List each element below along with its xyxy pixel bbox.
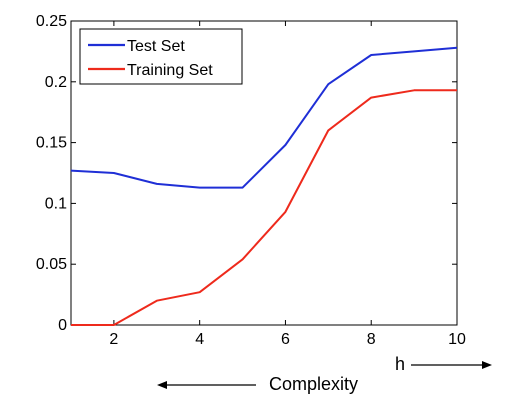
series-layer bbox=[70, 46, 458, 326]
legend: Test Set Training Set bbox=[79, 28, 243, 85]
x-tick-label: 8 bbox=[367, 331, 376, 348]
h-label: h bbox=[395, 354, 405, 374]
y-axis-ticks: 0 0.05 0.1 0.15 0.2 0.25 bbox=[36, 13, 457, 334]
x-tick-label: 4 bbox=[195, 331, 204, 348]
x-tick-label: 10 bbox=[448, 331, 466, 348]
series-line-test-set bbox=[70, 46, 458, 189]
y-tick-label: 0 bbox=[58, 317, 67, 334]
x-axis-ticks: 2 4 6 8 10 bbox=[109, 21, 466, 348]
x-tick-label: 6 bbox=[281, 331, 290, 348]
y-tick-label: 0.05 bbox=[36, 256, 67, 273]
complexity-label: Complexity bbox=[269, 374, 358, 394]
y-tick-label: 0.1 bbox=[45, 195, 67, 212]
y-tick-label: 0.2 bbox=[45, 74, 67, 91]
h-annotation: h bbox=[395, 354, 492, 374]
legend-label-test-set: Test Set bbox=[127, 38, 185, 55]
legend-label-training-set: Training Set bbox=[127, 62, 213, 79]
legend-box bbox=[79, 28, 243, 85]
series-line-training-set bbox=[71, 89, 457, 326]
y-tick-label: 0.15 bbox=[36, 135, 67, 152]
x-tick-label: 2 bbox=[109, 331, 118, 348]
complexity-arrow-head bbox=[157, 381, 167, 389]
y-tick-label: 0.25 bbox=[36, 13, 67, 30]
complexity-annotation: Complexity bbox=[157, 374, 358, 394]
h-arrow-head bbox=[482, 361, 492, 369]
